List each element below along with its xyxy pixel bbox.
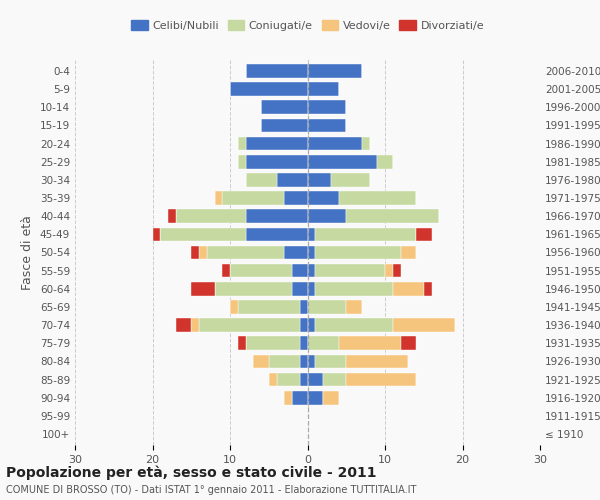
Bar [315,228,416,241]
Bar [199,318,300,332]
Bar [393,264,401,278]
Bar [338,191,416,205]
Bar [277,373,300,386]
Bar [253,354,269,368]
Bar [308,191,338,205]
Bar [308,318,315,332]
Bar [168,210,176,223]
Bar [152,228,160,241]
Bar [308,118,346,132]
Bar [393,318,455,332]
Bar [238,136,245,150]
Bar [385,264,393,278]
Bar [261,118,308,132]
Bar [292,282,308,296]
Bar [160,228,245,241]
Bar [245,336,300,350]
Bar [300,336,308,350]
Bar [308,82,338,96]
Bar [308,246,315,260]
Y-axis label: Anni di nascita: Anni di nascita [597,206,600,298]
Bar [331,173,370,186]
Bar [401,246,416,260]
Bar [401,336,416,350]
Bar [261,100,308,114]
Bar [308,155,377,168]
Bar [308,354,315,368]
Bar [308,264,315,278]
Bar [176,210,245,223]
Bar [238,300,300,314]
Bar [245,155,308,168]
Bar [207,246,284,260]
Text: COMUNE DI BROSSO (TO) - Dati ISTAT 1° gennaio 2011 - Elaborazione TUTTITALIA.IT: COMUNE DI BROSSO (TO) - Dati ISTAT 1° ge… [6,485,416,495]
Bar [323,391,338,404]
Bar [416,228,431,241]
Bar [424,282,431,296]
Bar [230,82,308,96]
Bar [292,264,308,278]
Bar [292,391,308,404]
Bar [346,373,416,386]
Bar [245,136,308,150]
Bar [308,136,362,150]
Bar [393,282,424,296]
Bar [300,318,308,332]
Bar [191,318,199,332]
Bar [222,264,230,278]
Bar [300,354,308,368]
Bar [362,136,370,150]
Bar [230,300,238,314]
Bar [308,100,346,114]
Bar [230,264,292,278]
Bar [346,210,439,223]
Bar [284,391,292,404]
Bar [176,318,191,332]
Bar [308,173,331,186]
Bar [245,210,308,223]
Bar [191,246,199,260]
Text: Popolazione per età, sesso e stato civile - 2011: Popolazione per età, sesso e stato civil… [6,465,377,479]
Bar [315,282,393,296]
Bar [245,173,277,186]
Bar [315,354,346,368]
Bar [308,210,346,223]
Bar [277,173,308,186]
Bar [199,246,207,260]
Bar [308,336,338,350]
Bar [245,228,308,241]
Bar [222,191,284,205]
Bar [308,64,362,78]
Bar [238,336,245,350]
Bar [245,64,308,78]
Bar [269,373,277,386]
Bar [377,155,393,168]
Bar [338,336,401,350]
Bar [215,191,222,205]
Bar [308,300,346,314]
Bar [300,300,308,314]
Bar [308,373,323,386]
Bar [215,282,292,296]
Bar [346,300,362,314]
Bar [315,318,393,332]
Bar [315,246,401,260]
Bar [308,228,315,241]
Bar [308,282,315,296]
Bar [308,391,323,404]
Bar [191,282,215,296]
Bar [346,354,408,368]
Bar [284,246,308,260]
Bar [284,191,308,205]
Bar [269,354,300,368]
Bar [238,155,245,168]
Bar [323,373,346,386]
Y-axis label: Fasce di età: Fasce di età [22,215,34,290]
Bar [315,264,385,278]
Bar [300,373,308,386]
Legend: Celibi/Nubili, Coniugati/e, Vedovi/e, Divorziati/e: Celibi/Nubili, Coniugati/e, Vedovi/e, Di… [127,16,488,35]
